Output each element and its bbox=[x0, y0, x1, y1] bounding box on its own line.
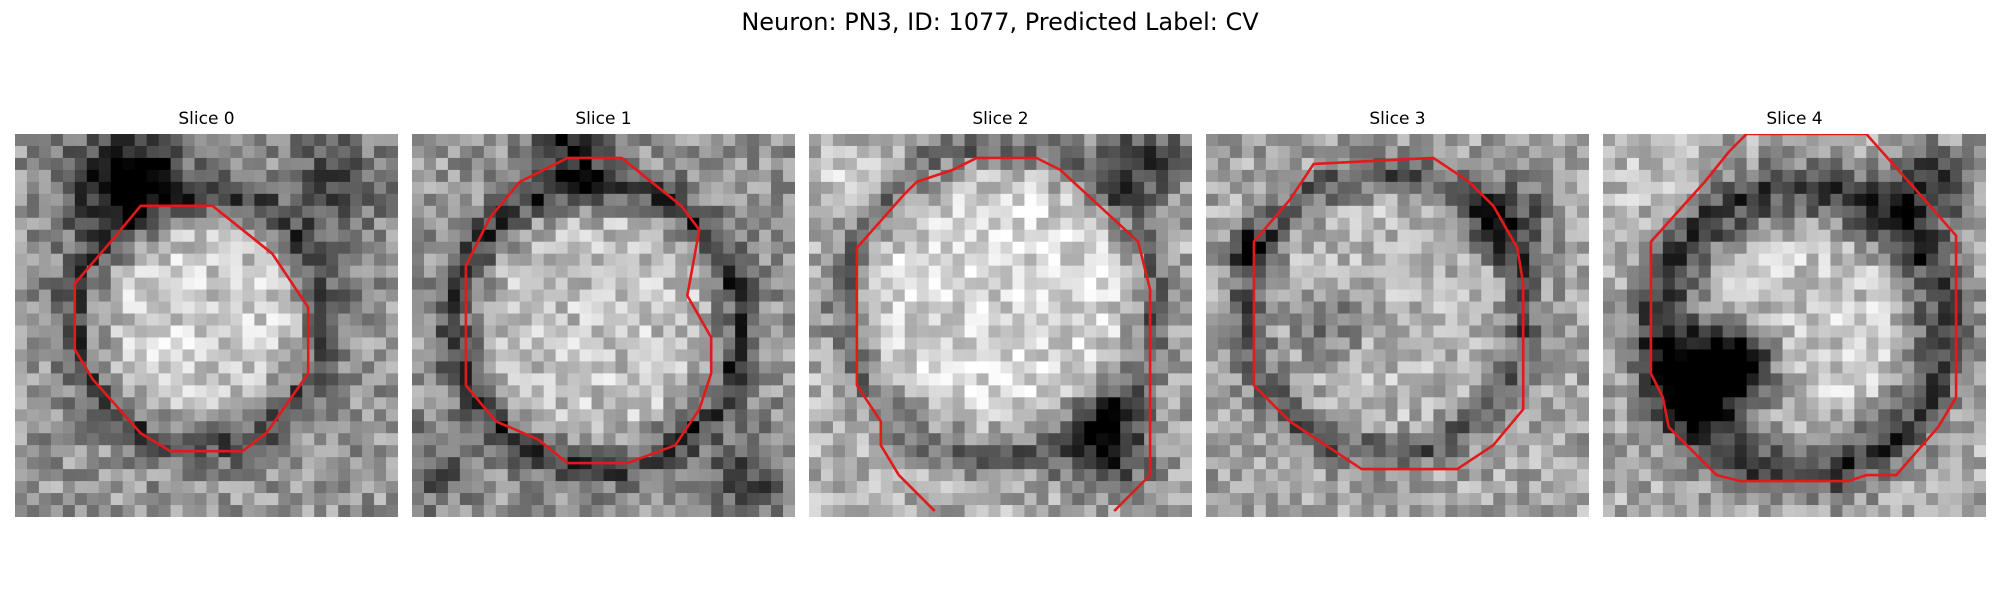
segmentation-contour bbox=[855, 156, 1152, 512]
slice-image-svg bbox=[412, 134, 795, 517]
slice-image bbox=[809, 134, 1192, 517]
segmentation-contour bbox=[1252, 156, 1525, 471]
slice-title: Slice 3 bbox=[1369, 109, 1426, 129]
segmentation-contour bbox=[73, 204, 310, 453]
figure-title: Neuron: PN3, ID: 1077, Predicted Label: … bbox=[741, 8, 1259, 36]
slice-title: Slice 1 bbox=[575, 109, 632, 129]
slice-title: Slice 4 bbox=[1766, 109, 1823, 129]
slice-image bbox=[1206, 134, 1589, 517]
segmentation-contour bbox=[1649, 134, 1958, 483]
slice-image bbox=[412, 134, 795, 517]
slice-image bbox=[15, 134, 398, 517]
slice-image-svg bbox=[15, 134, 398, 517]
slice-image-svg bbox=[1603, 134, 1986, 517]
slice-image-svg bbox=[809, 134, 1192, 517]
slice-title: Slice 2 bbox=[972, 109, 1029, 129]
slice-image bbox=[1603, 134, 1986, 517]
segmentation-contour bbox=[464, 156, 713, 465]
slice-image-svg bbox=[1206, 134, 1589, 517]
slice-title: Slice 0 bbox=[178, 109, 235, 129]
